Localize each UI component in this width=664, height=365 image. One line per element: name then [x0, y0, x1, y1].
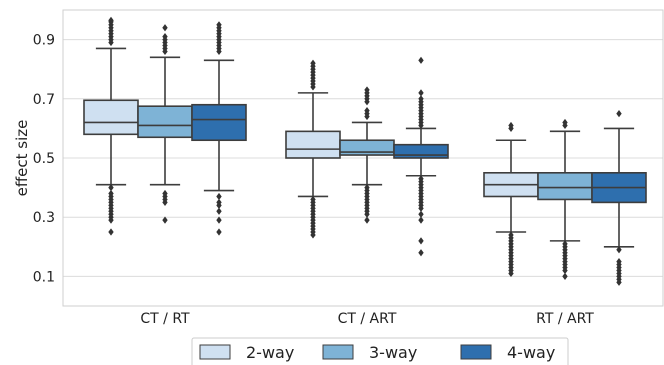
- box-series: [83, 16, 647, 286]
- box-iqr: [393, 143, 449, 159]
- flier-point: [418, 249, 424, 257]
- y-tick-label: 0.1: [33, 269, 55, 285]
- box-iqr: [537, 172, 593, 201]
- y-tick-label: 0.9: [33, 33, 55, 49]
- box-iqr: [83, 99, 139, 136]
- flier-point: [562, 272, 568, 280]
- flier-point: [418, 216, 424, 224]
- flier-point: [216, 228, 222, 236]
- flier-point: [616, 278, 622, 286]
- legend-item: 3-way: [322, 343, 417, 362]
- flier-point: [562, 118, 568, 127]
- flier-point: [508, 269, 514, 278]
- legend-label: 4-way: [507, 343, 555, 362]
- box: [83, 16, 139, 236]
- flier-point: [162, 198, 168, 206]
- box: [339, 86, 395, 224]
- x-tick-label: CT / ART: [338, 311, 397, 327]
- legend-item: 4-way: [460, 343, 555, 362]
- y-axis-label: effect size: [13, 120, 31, 197]
- legend-swatch: [199, 344, 231, 360]
- box: [137, 24, 193, 224]
- flier-point: [108, 216, 114, 224]
- legend-swatch: [460, 344, 492, 360]
- box: [191, 21, 247, 236]
- flier-point: [108, 184, 114, 192]
- legend-item: 2-way: [199, 343, 294, 362]
- legend-label: 3-way: [369, 343, 417, 362]
- flier-point: [364, 86, 370, 94]
- flier-point: [216, 201, 222, 209]
- flier-point: [508, 121, 514, 130]
- box-iqr: [191, 103, 247, 142]
- flier-point: [418, 89, 424, 97]
- flier-point: [310, 59, 316, 67]
- x-tick-label: CT / RT: [140, 311, 190, 327]
- box: [591, 110, 647, 286]
- flier-point: [418, 210, 424, 218]
- flier-point: [364, 107, 370, 115]
- flier-point: [108, 16, 114, 24]
- flier-point: [216, 216, 222, 224]
- flier-point: [162, 216, 168, 224]
- flier-point: [162, 33, 168, 41]
- flier-point: [418, 204, 424, 212]
- box-iqr: [285, 130, 341, 159]
- box: [393, 56, 449, 257]
- y-tick-label: 0.7: [33, 92, 55, 108]
- legend-swatch: [322, 344, 354, 360]
- flier-point: [562, 266, 568, 275]
- plot-area-frame: [62, 9, 664, 307]
- legend-label: 2-way: [246, 343, 294, 362]
- y-tick-label: 0.5: [33, 151, 55, 167]
- flier-point: [216, 207, 222, 215]
- flier-point: [616, 246, 622, 254]
- box-iqr: [137, 105, 193, 139]
- flier-point: [418, 95, 424, 103]
- box: [537, 118, 593, 280]
- box: [285, 59, 341, 239]
- y-tick-label: 0.3: [33, 210, 55, 226]
- flier-point: [418, 237, 424, 245]
- flier-point: [216, 192, 222, 201]
- x-tick-label: RT / ART: [536, 311, 594, 327]
- flier-point: [364, 210, 370, 218]
- flier-point: [162, 24, 168, 32]
- flier-point: [216, 21, 222, 29]
- box: [483, 121, 539, 278]
- x-axis-ticks: CT / RT CT / ART RT / ART: [140, 311, 594, 327]
- flier-point: [616, 110, 622, 118]
- legend: 2-way 3-way 4-way: [191, 337, 569, 365]
- y-axis-ticks: 0.1 0.3 0.5 0.7 0.9: [33, 33, 55, 286]
- flier-point: [310, 231, 316, 239]
- flier-point: [418, 56, 424, 64]
- flier-point: [108, 228, 114, 236]
- flier-point: [364, 216, 370, 224]
